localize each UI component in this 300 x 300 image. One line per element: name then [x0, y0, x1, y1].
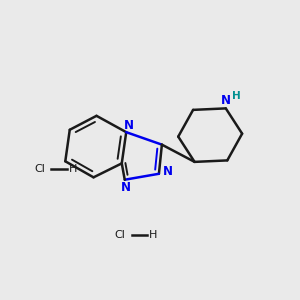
Text: H: H: [68, 164, 77, 174]
Text: H: H: [232, 91, 241, 101]
Text: N: N: [121, 181, 131, 194]
Text: Cl: Cl: [115, 230, 126, 240]
Text: N: N: [221, 94, 231, 106]
Text: N: N: [163, 165, 173, 178]
Text: H: H: [149, 230, 157, 240]
Text: Cl: Cl: [34, 164, 46, 174]
Text: N: N: [124, 119, 134, 132]
